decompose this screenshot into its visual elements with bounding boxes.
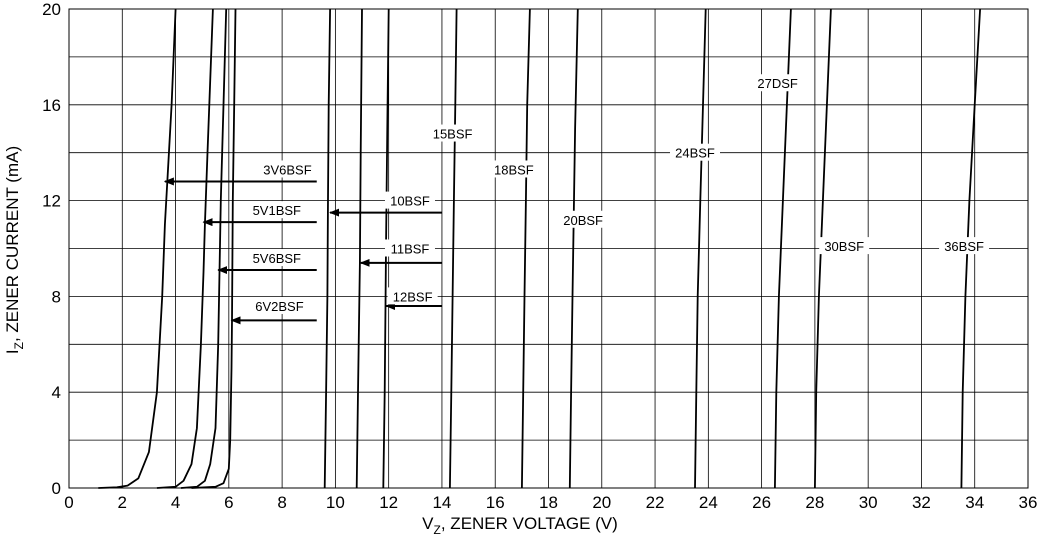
x-axis-title: VZ, ZENER VOLTAGE (V) <box>422 514 618 537</box>
x-tick-label: 2 <box>118 493 127 512</box>
curve-5v6bsf <box>180 8 228 489</box>
x-tick-label: 6 <box>224 493 233 512</box>
curve-label-30bsf: 30BSF <box>824 239 864 254</box>
curve-24bsf <box>694 8 707 489</box>
curve-label-background <box>427 124 478 142</box>
x-tick-label: 30 <box>859 493 878 512</box>
x-tick-label: 20 <box>592 493 611 512</box>
curve-20bsf <box>568 8 579 489</box>
series-curves <box>98 8 981 489</box>
curve-label-background <box>939 237 990 255</box>
y-tick-label: 16 <box>42 96 61 115</box>
x-tick-label: 36 <box>1019 493 1037 512</box>
curve-label-10bsf: 10BSF <box>390 194 430 209</box>
plot-frame <box>68 8 1029 489</box>
curve-18bsf <box>521 8 531 489</box>
x-tick-label: 34 <box>965 493 984 512</box>
x-tick-label: 26 <box>752 493 771 512</box>
x-tick-label: 0 <box>64 493 73 512</box>
curve-label-5v6bsf: 5V6BSF <box>253 251 301 266</box>
curve-label-background <box>258 160 317 178</box>
curve-label-12bsf: 12BSF <box>393 289 433 304</box>
curve-label-15bsf: 15BSF <box>433 127 473 142</box>
y-axis-title-subscript: Z <box>12 342 26 349</box>
curve-label-5v1bsf: 5V1BSF <box>253 203 301 218</box>
x-tick-label: 24 <box>699 493 718 512</box>
curve-annotations: 3V6BSF 5V1BSF 5V6BSF 6V2BSF 10BSF 11BSF 12BSF 1… <box>163 74 990 325</box>
curve-10bsf <box>323 8 331 489</box>
y-axis-title-symbol: I <box>3 349 22 354</box>
x-tick-label: 32 <box>912 493 931 512</box>
curve-15bsf <box>449 8 458 489</box>
curve-label-27dsf: 27DSF <box>757 76 798 91</box>
curve-12bsf <box>382 8 390 489</box>
x-tick-label: 22 <box>646 493 665 512</box>
curve-label-background <box>247 201 306 219</box>
curve-label-background <box>384 191 435 209</box>
curve-5v1bsf <box>156 8 214 489</box>
curve-label-3v6bsf: 3V6BSF <box>263 162 311 177</box>
curve-label-24bsf: 24BSF <box>675 146 715 161</box>
curve-label-background <box>752 74 803 92</box>
curve-label-18bsf: 18BSF <box>494 162 534 177</box>
curve-6v2bsf <box>191 8 237 489</box>
curve-label-background <box>670 143 721 161</box>
x-tick-label: 14 <box>432 493 451 512</box>
y-tick-label: 12 <box>42 192 61 211</box>
y-axis-title-text: , ZENER CURRENT (mA) <box>3 146 22 342</box>
curve-label-background <box>819 237 870 255</box>
tick-labels: 0 2 4 6 8 10 12 14 16 18 20 22 24 26 28 30 32 34 360481216… <box>42 0 1037 512</box>
x-tick-label: 18 <box>539 493 558 512</box>
y-axis-title: IZ, ZENER CURRENT (mA) <box>3 146 26 354</box>
curve-label-background <box>387 287 438 305</box>
curve-3v6bsf <box>98 8 177 489</box>
y-tick-label: 8 <box>52 287 61 306</box>
curve-label-6v2bsf: 6V2BSF <box>255 299 303 314</box>
x-tick-label: 10 <box>326 493 345 512</box>
x-axis-title-text: , ZENER VOLTAGE (V) <box>441 514 618 533</box>
curve-label-background <box>250 296 309 314</box>
curve-label-background <box>247 249 306 267</box>
y-tick-label: 0 <box>52 479 61 498</box>
x-axis-title-subscript: Z <box>434 523 441 537</box>
curve-11bsf <box>355 8 363 489</box>
curve-label-11bsf: 11BSF <box>391 242 430 257</box>
curve-label-background <box>558 210 609 228</box>
x-tick-label: 8 <box>277 493 286 512</box>
y-tick-label: 20 <box>42 0 61 19</box>
curve-label-20bsf: 20BSF <box>563 213 603 228</box>
x-tick-label: 12 <box>379 493 398 512</box>
grid <box>68 8 1029 489</box>
x-axis-title-symbol: V <box>422 514 434 533</box>
x-tick-label: 4 <box>171 493 180 512</box>
curve-label-background <box>488 160 539 178</box>
curve-label-36bsf: 36BSF <box>944 239 984 254</box>
y-tick-label: 4 <box>52 383 61 402</box>
x-tick-label: 16 <box>486 493 505 512</box>
curve-label-background <box>384 239 435 257</box>
x-tick-label: 28 <box>805 493 824 512</box>
